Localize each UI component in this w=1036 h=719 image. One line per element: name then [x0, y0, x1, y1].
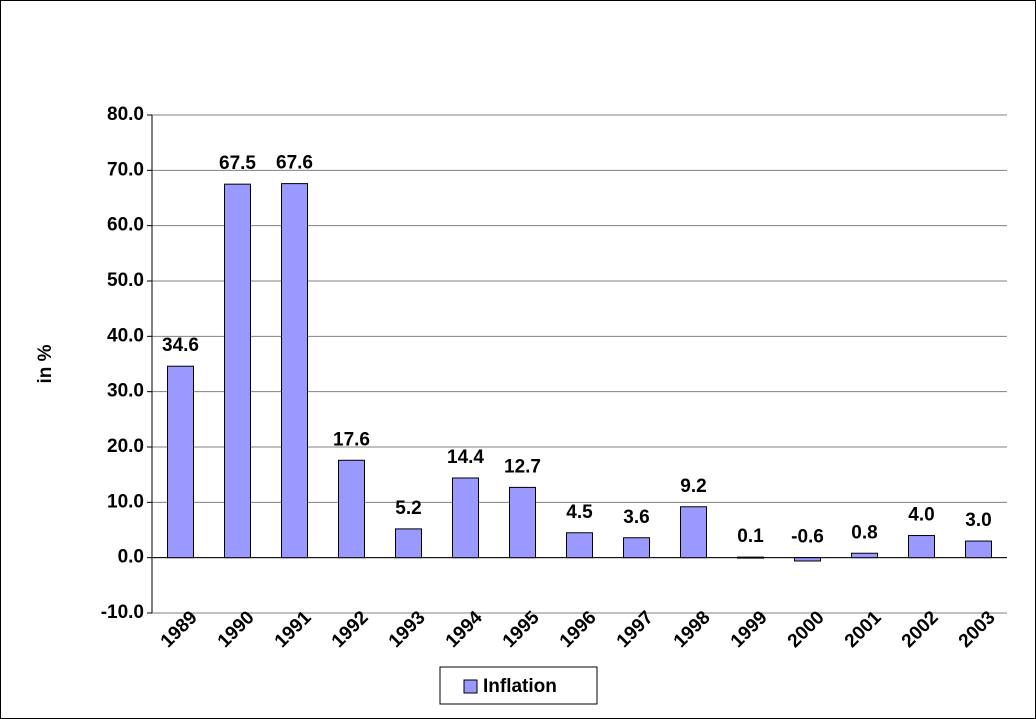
data-label: 3.0	[965, 510, 991, 531]
data-label: 67.6	[276, 153, 313, 174]
data-label: 17.6	[333, 429, 370, 450]
data-label: 9.2	[680, 476, 706, 497]
bar	[794, 557, 821, 562]
bar	[281, 183, 308, 559]
legend-label: Inflation	[483, 676, 557, 697]
bar	[680, 506, 707, 559]
data-label: 3.6	[623, 507, 649, 528]
bar	[452, 477, 479, 559]
bar	[908, 535, 935, 559]
bar	[965, 540, 992, 559]
y-tick-label: 0.0	[118, 547, 144, 568]
y-tick-label: 30.0	[107, 381, 144, 402]
data-label: 67.5	[219, 153, 256, 174]
y-tick-label: 80.0	[107, 104, 144, 125]
data-label: 5.2	[395, 498, 421, 519]
data-label: 0.1	[737, 526, 764, 547]
bar	[167, 365, 194, 559]
bar	[851, 552, 878, 559]
y-axis-label: in %	[35, 344, 56, 383]
y-tick-label: 20.0	[107, 436, 144, 457]
bar	[509, 486, 536, 559]
legend-swatch	[463, 679, 478, 694]
bar	[566, 532, 593, 559]
data-label: 4.5	[566, 502, 593, 523]
y-tick-label: 10.0	[107, 491, 144, 512]
bar	[395, 528, 422, 559]
data-label: 12.7	[504, 456, 541, 477]
data-label: 34.6	[162, 335, 199, 356]
bar	[338, 459, 365, 559]
data-label: 0.8	[851, 522, 877, 543]
y-tick-label: 60.0	[107, 215, 144, 236]
y-tick-label: 50.0	[107, 270, 144, 291]
bar	[623, 537, 650, 559]
bar	[224, 183, 251, 559]
y-tick-label: 40.0	[107, 325, 144, 346]
y-tick-label: -10.0	[101, 602, 144, 623]
data-label: -0.6	[791, 527, 824, 548]
data-label: 14.4	[447, 447, 484, 468]
y-tick-label: 70.0	[107, 159, 144, 180]
bar	[737, 556, 764, 559]
data-label: 4.0	[908, 505, 934, 526]
